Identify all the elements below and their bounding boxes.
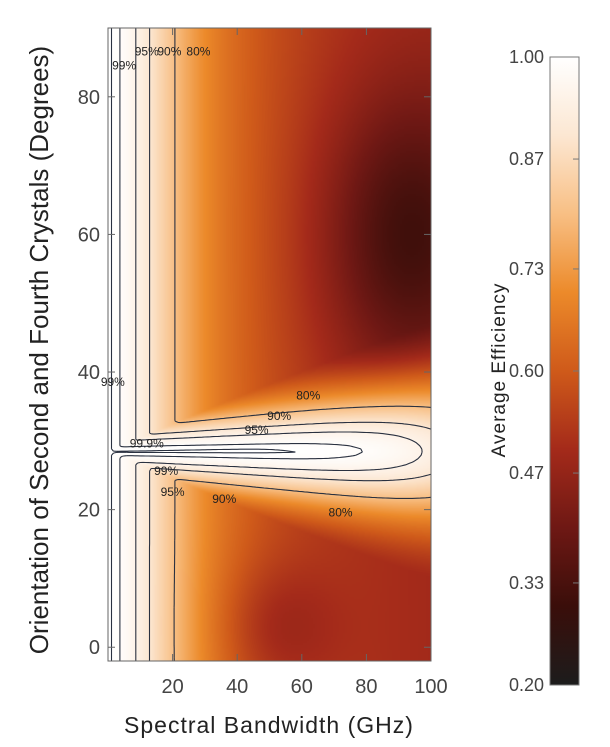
colorbar-tick-label: 1.00 [509, 47, 544, 67]
x-tick-label: 20 [161, 676, 183, 698]
contour-label: 80% [329, 506, 353, 520]
contour-label: 99.9% [130, 437, 164, 451]
x-axis-label: Spectral Bandwidth (GHz) [124, 712, 414, 738]
contour-label: 99% [101, 375, 125, 389]
y-tick-label: 20 [78, 500, 100, 522]
contour-99pct [119, 28, 363, 661]
contour-95pct [135, 28, 423, 661]
x-tick-label: 100 [414, 676, 447, 698]
contour-label: 90% [157, 45, 181, 59]
heatmap-image [108, 28, 431, 661]
contour-label: 80% [186, 45, 210, 59]
colorbar-tick-label: 0.20 [509, 675, 544, 695]
contour-label: 95% [245, 423, 269, 437]
heatmap [108, 28, 431, 661]
contour-90pct [148, 28, 432, 661]
colorbar-tick-label: 0.60 [509, 361, 544, 381]
plot-frame [107, 27, 432, 662]
y-axis: 0 20 40 60 80 [78, 87, 431, 659]
x-tick-label: 80 [355, 676, 377, 698]
colorbar-tick-label: 0.87 [509, 149, 544, 169]
contour-label: 99% [112, 58, 136, 72]
contour-80pct [173, 28, 432, 662]
contour-label: 95% [135, 45, 159, 59]
contour-label: 90% [212, 492, 236, 506]
y-tick-label: 80 [78, 87, 100, 109]
colorbar: 1.00 0.87 0.73 0.60 0.47 0.33 0.20 Average Eff… [489, 47, 580, 695]
y-tick-label: 60 [78, 224, 100, 246]
colorbar-tick-label: 0.47 [509, 463, 544, 483]
contour-99-9pct [110, 28, 296, 661]
colorbar-tick-label: 0.33 [509, 573, 544, 593]
colorbar-ticks: 1.00 0.87 0.73 0.60 0.47 0.33 0.20 [509, 47, 579, 695]
y-tick-label: 0 [89, 637, 100, 659]
y-axis-label: Orientation of Second and Fourth Crystal… [24, 46, 54, 654]
x-tick-label: 60 [291, 676, 313, 698]
contour-label: 80% [296, 389, 320, 403]
x-axis: 20 40 60 80 100 [161, 28, 448, 698]
y-tick-label: 40 [78, 362, 100, 384]
contour-lines [110, 28, 432, 662]
colorbar-label: Average Efficiency [489, 283, 510, 458]
contour-label: 99% [154, 464, 178, 478]
x-tick-label: 40 [226, 676, 248, 698]
colorbar-tick-label: 0.73 [509, 259, 544, 279]
contour-label: 90% [267, 409, 291, 423]
contour-label: 95% [161, 485, 185, 499]
contour-labels: 99%95%90% 80%99%80%90%95%99.9%99%95% 90%80… [101, 45, 353, 520]
